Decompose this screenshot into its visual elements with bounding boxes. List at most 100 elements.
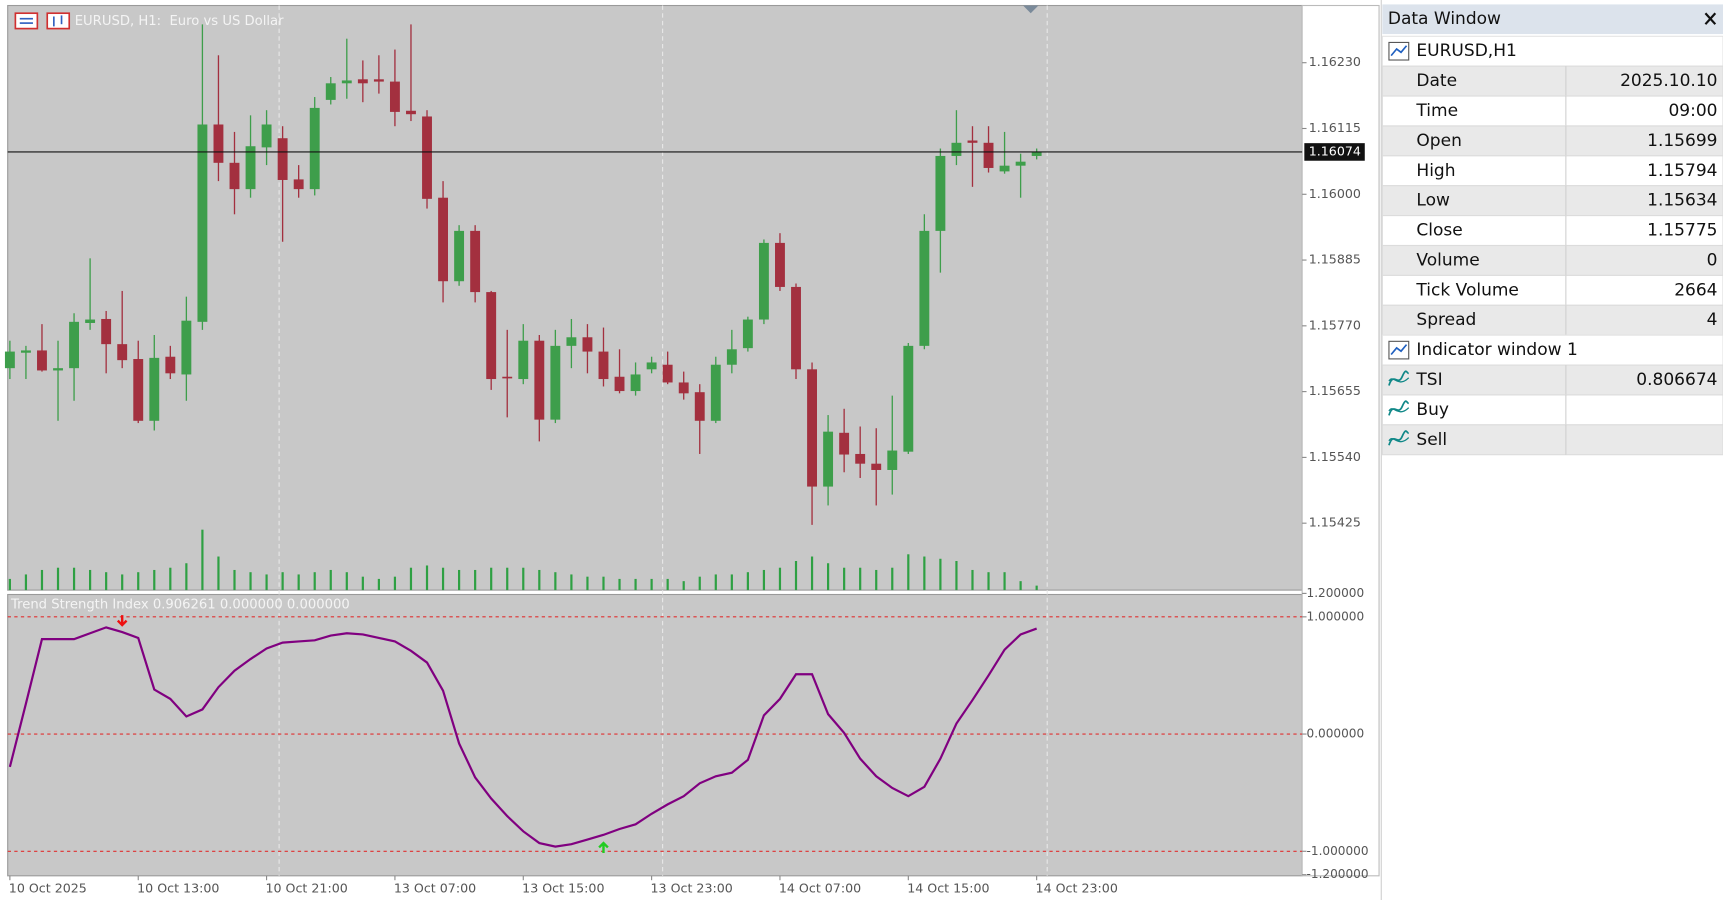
y-tick-label: 0.000000 <box>1307 727 1365 741</box>
icon[interactable] <box>14 12 39 30</box>
volume-bar <box>8 578 11 591</box>
row-icon <box>1388 407 1410 413</box>
data-row <box>1381 155 1723 187</box>
candle-body <box>133 359 144 421</box>
indicator-pane <box>7 593 1303 877</box>
data-window-section: EURUSD,H1 <box>1416 41 1516 61</box>
volume-bar <box>490 567 493 591</box>
candle-body <box>903 345 914 452</box>
data-label: Open <box>1416 131 1461 151</box>
x-tick-label: 13 Oct 15:00 <box>522 880 604 895</box>
candle-body <box>742 319 753 349</box>
volume-bar <box>810 556 814 591</box>
candle-body <box>919 230 930 346</box>
candle-body <box>791 286 801 370</box>
data-window-title: Data Window <box>1388 9 1501 29</box>
data-row <box>1381 394 1723 426</box>
signal-arrow <box>598 841 609 853</box>
volume-bar <box>72 567 76 591</box>
candle-body <box>935 155 946 231</box>
candle-body <box>309 107 320 190</box>
data-label: Tick Volume <box>1415 280 1519 300</box>
volume-bar <box>971 569 974 591</box>
volume-bar <box>313 572 316 591</box>
volume-bar <box>121 574 124 591</box>
x-tick-label: 13 Oct 07:00 <box>394 880 476 895</box>
data-row <box>1381 424 1723 456</box>
candle-body <box>454 230 465 282</box>
volume-bar <box>265 574 268 591</box>
data-value: 1.15699 <box>1647 131 1717 151</box>
y-tick-label: 1.15885 <box>1309 252 1361 267</box>
volume-bar <box>955 561 958 591</box>
close-button[interactable] <box>1704 12 1717 25</box>
data-label: Volume <box>1416 250 1479 270</box>
candle-body <box>181 320 192 375</box>
volume-bar <box>939 558 942 591</box>
price-scale <box>1301 4 1380 877</box>
candle-body <box>165 356 176 374</box>
candle-body <box>678 382 689 394</box>
candle-body <box>101 318 112 345</box>
candle-body <box>341 80 352 84</box>
data-label: Time <box>1415 101 1458 121</box>
row-icon <box>1388 437 1410 443</box>
data-window-header <box>1382 4 1723 35</box>
data-value: 2664 <box>1674 280 1717 300</box>
volume-bar <box>345 572 348 591</box>
candle-body <box>85 319 96 323</box>
volume-bar <box>987 572 990 591</box>
y-tick-label: 1.16115 <box>1309 120 1361 135</box>
volume-bar <box>875 569 878 591</box>
data-row <box>1381 95 1723 127</box>
data-row <box>1381 215 1723 247</box>
candle-body <box>694 392 705 421</box>
candle-body <box>887 450 898 470</box>
indicator-title: Trend Strength Index 0.906261 0.000000 0… <box>10 597 350 612</box>
volume-bar <box>1019 581 1022 591</box>
candle-body <box>69 321 80 369</box>
volume-bar <box>602 576 605 591</box>
volume-bar <box>843 567 846 591</box>
x-tick-label: 13 Oct 23:00 <box>651 880 733 895</box>
data-label: Close <box>1416 221 1462 241</box>
shift-marker <box>1023 5 1039 14</box>
data-window-section: Indicator window 1 <box>1416 340 1577 360</box>
volume-bar <box>89 569 92 591</box>
row-icon <box>1390 45 1408 57</box>
candle-body <box>710 364 721 421</box>
candle-body <box>245 146 256 190</box>
volume-bar <box>281 572 284 591</box>
candle-body <box>646 362 657 370</box>
candle-body <box>1031 151 1042 156</box>
x-tick-label: 14 Oct 07:00 <box>779 880 861 895</box>
volume-bar <box>682 581 685 591</box>
data-label: High <box>1416 161 1455 181</box>
volume-bar <box>169 567 172 591</box>
candle-body <box>229 162 240 190</box>
candle-body <box>662 364 673 383</box>
y-tick-label: 1.16000 <box>1309 186 1361 201</box>
candle-body <box>758 242 769 320</box>
candle-body <box>983 142 994 168</box>
volume-bar <box>458 569 461 591</box>
candle-body <box>20 350 31 353</box>
volume-bar <box>714 574 717 591</box>
data-value: 1.15775 <box>1647 221 1717 241</box>
data-row <box>1381 244 1723 276</box>
data-row <box>1381 35 1723 67</box>
data-row <box>1381 274 1723 306</box>
volume-bar <box>634 578 637 591</box>
candle-body <box>566 337 577 346</box>
y-tick-label: 1.15655 <box>1309 383 1361 398</box>
volume-bar <box>586 576 589 591</box>
candle-body <box>389 81 400 112</box>
candle-body <box>486 292 497 380</box>
data-value: 09:00 <box>1668 101 1717 121</box>
volume-bar <box>105 572 108 591</box>
volume-bar <box>554 572 557 591</box>
icon[interactable] <box>46 12 71 30</box>
volume-bar <box>666 578 669 591</box>
candle-body <box>1015 161 1026 166</box>
